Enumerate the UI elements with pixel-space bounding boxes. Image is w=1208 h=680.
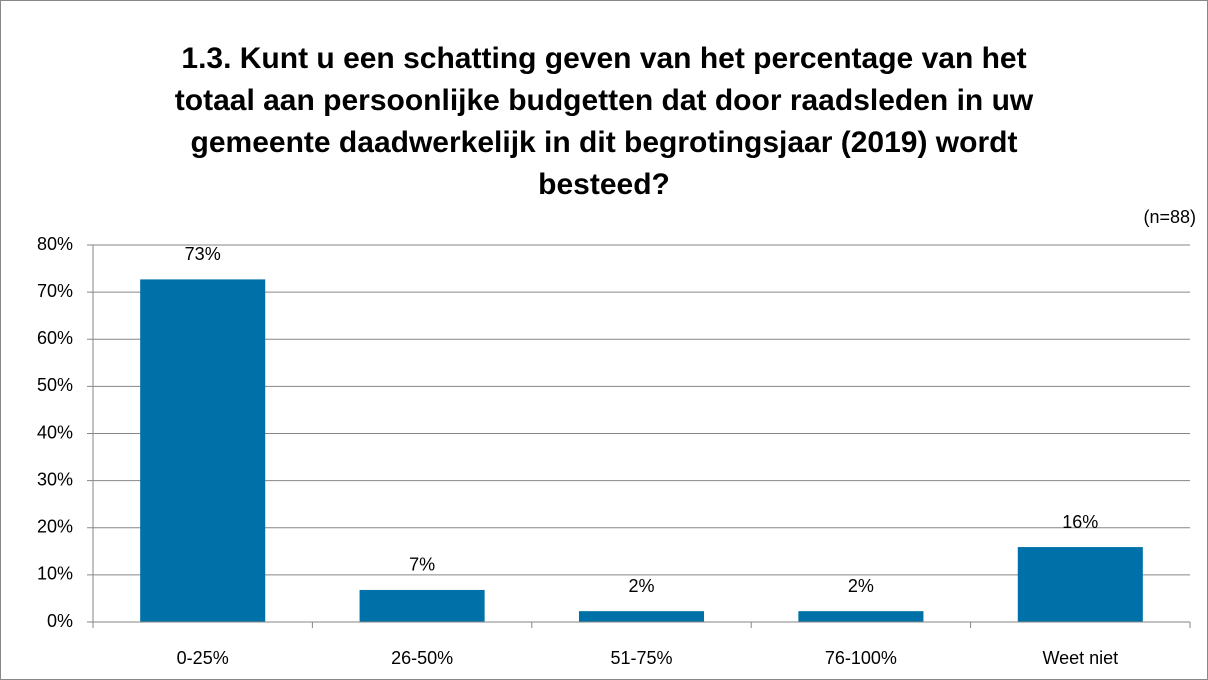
x-tick-label: 0-25%: [177, 648, 229, 668]
bar: [140, 279, 266, 622]
y-tick-label: 60%: [37, 328, 73, 348]
y-tick-label: 40%: [37, 422, 73, 442]
y-tick-label: 0%: [47, 611, 73, 631]
bar: [1017, 547, 1143, 622]
x-tick-label: 76-100%: [825, 648, 897, 668]
sample-size: (n=88): [1143, 207, 1196, 227]
value-label: 2%: [848, 576, 874, 596]
y-tick-label: 20%: [37, 517, 73, 537]
value-label: 16%: [1062, 512, 1098, 532]
bar: [578, 611, 705, 622]
y-tick-label: 10%: [37, 564, 73, 584]
bar: [798, 611, 924, 622]
y-tick-label: 80%: [37, 234, 73, 254]
chart-title: besteed?: [538, 168, 670, 201]
chart-title: gemeente daadwerkelijk in dit begrotings…: [191, 126, 1018, 159]
value-label: 2%: [628, 576, 654, 596]
chart-title: totaal aan persoonlijke budgetten dat do…: [175, 84, 1034, 117]
y-tick-label: 50%: [37, 375, 73, 395]
value-label: 73%: [185, 244, 221, 264]
x-tick-label: Weet niet: [1042, 648, 1118, 668]
y-tick-label: 70%: [37, 281, 73, 301]
x-tick-label: 51-75%: [610, 648, 672, 668]
bar: [359, 589, 485, 622]
chart-title: 1.3. Kunt u een schatting geven van het …: [181, 42, 1026, 75]
y-tick-label: 30%: [37, 469, 73, 489]
x-tick-label: 26-50%: [391, 648, 453, 668]
value-label: 7%: [409, 555, 435, 575]
